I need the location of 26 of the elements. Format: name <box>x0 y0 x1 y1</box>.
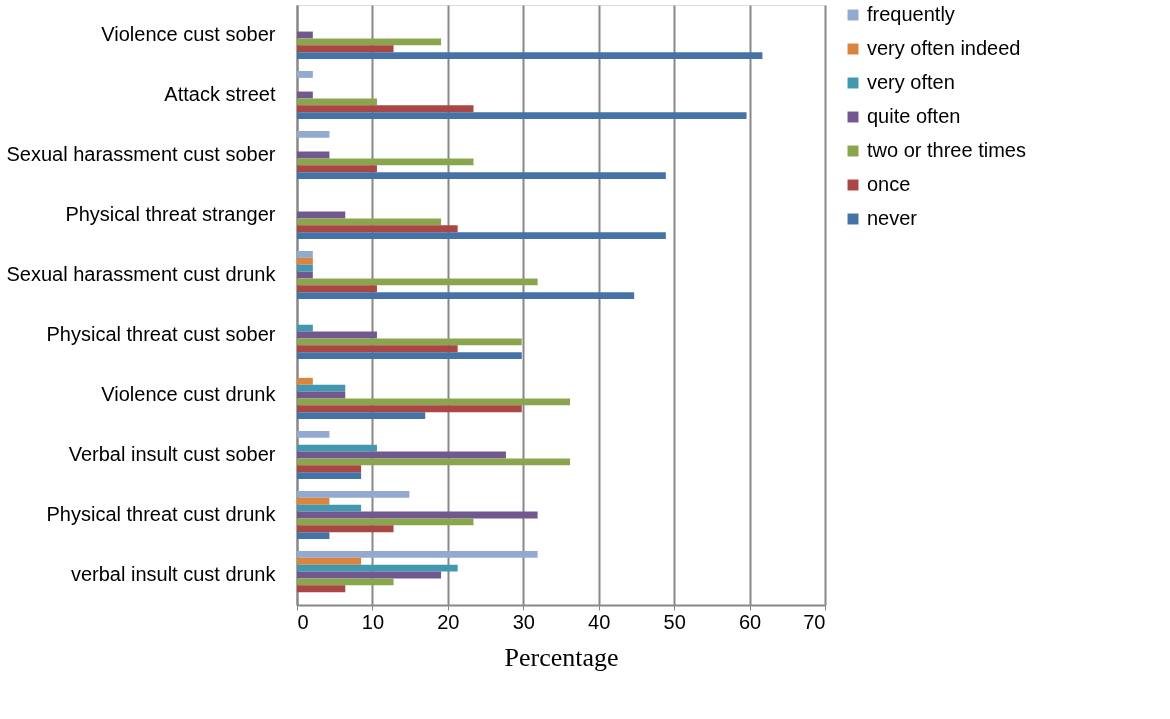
x-tick-label: 30 <box>512 610 535 633</box>
legend-label: very often <box>867 71 955 93</box>
legend-label: frequently <box>867 3 955 25</box>
y-tick-label: Violence cust drunk <box>101 383 277 405</box>
x-tick-label: 10 <box>361 610 385 633</box>
y-tick-label: Sexual harassment cust sober <box>6 143 276 165</box>
x-tick-label: 20 <box>437 610 460 633</box>
y-tick-label: Physical threat cust sober <box>46 323 276 345</box>
x-tick-label: 40 <box>588 610 611 633</box>
legend-label: very often indeed <box>867 37 1021 59</box>
y-tick-label: Physical threat stranger <box>65 203 276 225</box>
y-tick-label: Verbal insult cust sober <box>68 443 276 465</box>
y-tick-label: verbal insult cust drunk <box>70 563 277 585</box>
x-tick-label: 50 <box>663 610 686 633</box>
y-tick-label: Attack street <box>164 83 276 105</box>
y-tick-label: Violence cust sober <box>101 23 276 45</box>
legend-label: two or three times <box>867 139 1026 161</box>
y-tick-label: Sexual harassment cust drunk <box>6 263 277 285</box>
x-tick-label: 60 <box>738 610 762 633</box>
x-axis-title: Percentage <box>504 642 619 672</box>
legend-label: never <box>867 207 918 229</box>
legend-label: quite often <box>867 105 961 127</box>
legend-label: once <box>867 173 911 195</box>
x-tick-label: 70 <box>803 610 826 633</box>
y-tick-label: Physical threat cust drunk <box>46 503 277 525</box>
x-tick-label: 0 <box>297 610 309 633</box>
